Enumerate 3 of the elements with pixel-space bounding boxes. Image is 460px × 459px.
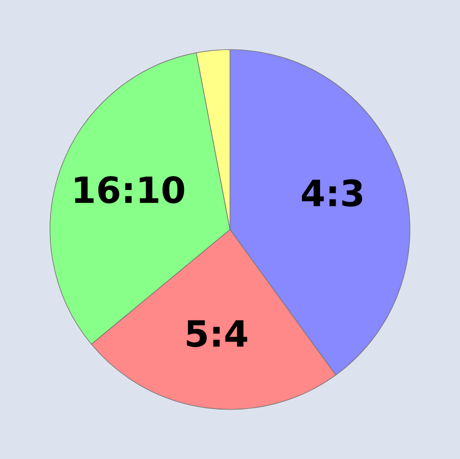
slice-label: 5:4 xyxy=(186,320,248,348)
slice-label: 16:10 xyxy=(75,176,184,204)
slice-label: 4:3 xyxy=(302,179,362,207)
